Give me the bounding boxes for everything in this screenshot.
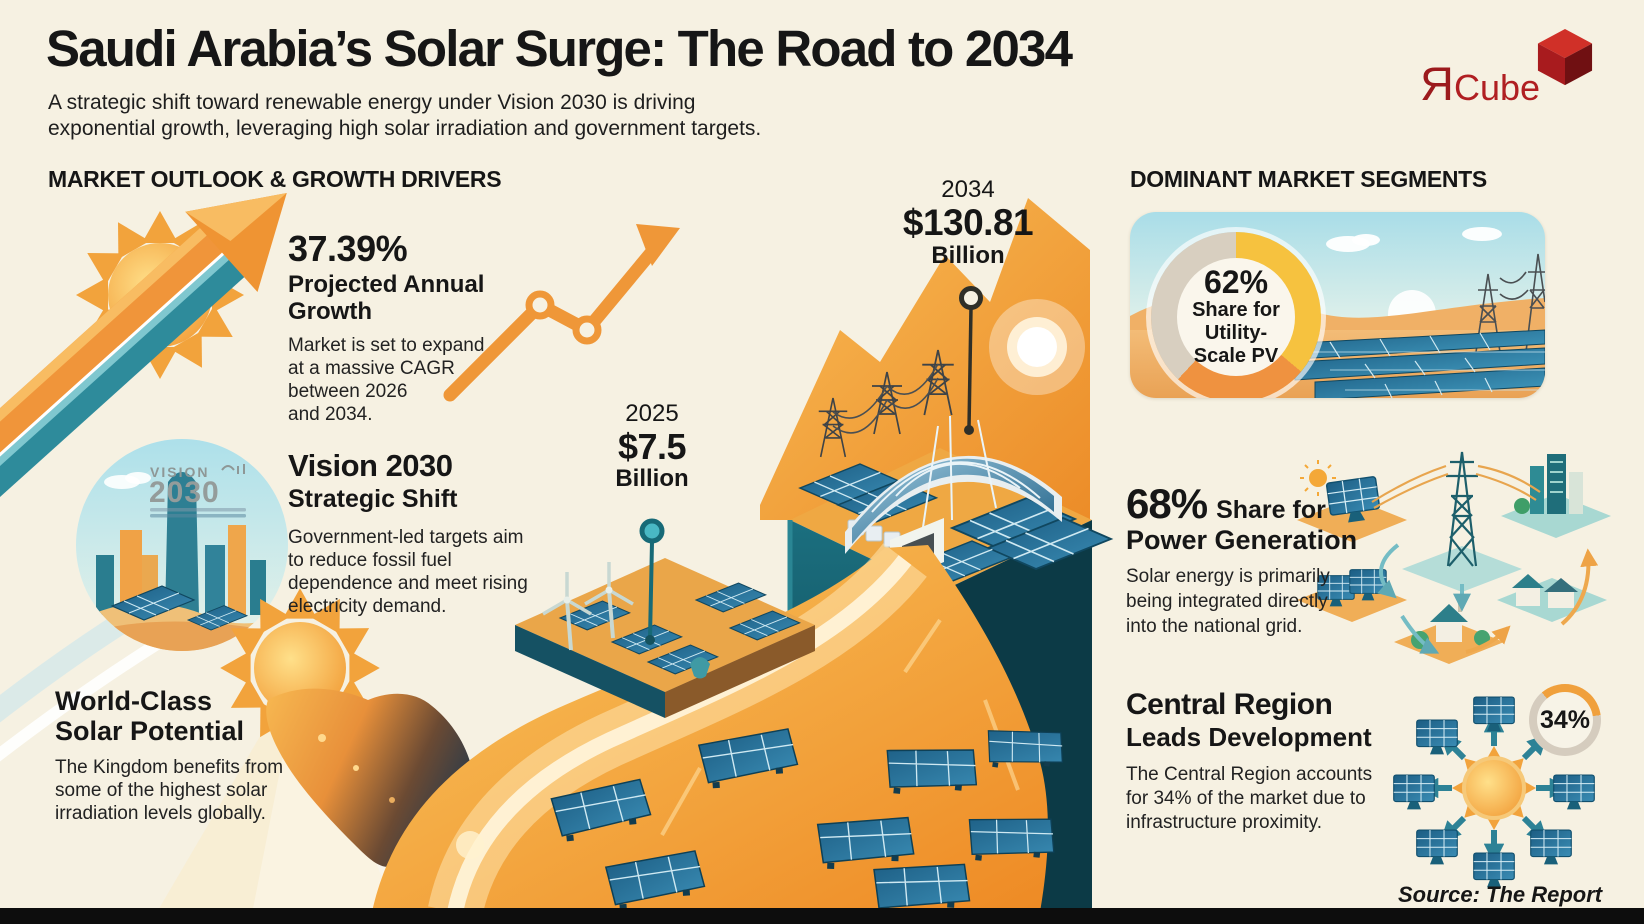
central-region-block: Central Region Leads Development The Cen… <box>1126 688 1406 835</box>
cube-icon <box>1537 29 1593 86</box>
bottom-bar <box>0 908 1644 924</box>
growth-body: Market is set to expand at a massive CAG… <box>288 335 485 425</box>
utility-pv-card: 62% Share for Utility- Scale PV <box>1130 212 1545 398</box>
pin-2025 <box>639 518 665 645</box>
brand-logo: ЯCube <box>1420 56 1540 111</box>
wind-turbines <box>542 562 634 651</box>
timeline-marker-2025: 2025 $7.5 Billion <box>588 400 716 492</box>
vision-2030-badge: VISION 2030 <box>76 439 288 651</box>
timeline-year: 2025 <box>625 400 679 427</box>
central-region-share-stat: 34% <box>1537 692 1593 748</box>
power-generation-title: Power Generation <box>1126 525 1358 555</box>
timeline-unit: Billion <box>615 464 689 492</box>
solar-potential-body: The Kingdom benefits from some of the hi… <box>55 757 284 824</box>
utility-pv-stat: 62% <box>1203 263 1269 300</box>
timeline-year: 2034 <box>941 176 995 203</box>
page-subtitle: A strategic shift toward renewable energ… <box>48 91 762 140</box>
solar-potential-title: World-Class Solar Potential <box>55 686 245 746</box>
solar-potential-block: World-Class Solar Potential The Kingdom … <box>55 686 325 825</box>
power-generation-stat: 68% <box>1126 480 1208 527</box>
central-region-title: Central Region <box>1126 688 1333 721</box>
central-region-body: The Central Region accounts for 34% of t… <box>1126 764 1373 833</box>
utility-pv-label: Share for Utility- Scale PV <box>1192 299 1280 368</box>
pin-2034 <box>959 286 983 435</box>
vision-badge-word: VISION <box>150 464 209 480</box>
vision-title: Vision 2030 <box>288 448 453 483</box>
swoosh-arrow-graphic <box>0 193 287 762</box>
timeline-value: $7.5 <box>617 426 687 467</box>
central-region-subtitle: Leads Development <box>1126 722 1372 752</box>
utility-pv-donut-chart: 62% Share for Utility- Scale PV <box>1151 232 1321 398</box>
timeline-value: $130.81 <box>902 202 1034 243</box>
network-tower <box>1446 451 1478 567</box>
power-generation-body: Solar energy is primarily being integrat… <box>1126 566 1330 637</box>
central-region-share-ring: 34% <box>1529 684 1601 756</box>
power-generation-block: 68% Share for Power Generation Solar ener… <box>1126 480 1396 639</box>
vision-subtitle: Strategic Shift <box>288 485 458 513</box>
brand-logo-mark: Я <box>1420 57 1454 110</box>
trend-line-icon <box>443 224 680 402</box>
timeline-unit: Billion <box>931 241 1005 269</box>
brand-logo-name: Cube <box>1453 67 1541 108</box>
growth-stat-block: 37.39% Projected Annual Growth Market is… <box>288 228 498 426</box>
houses <box>1512 574 1578 608</box>
platform-2025 <box>515 558 815 718</box>
vision-badge-year: 2030 <box>149 476 220 509</box>
transmission-towers <box>1475 253 1545 353</box>
grid-network-graphic <box>1297 451 1611 664</box>
solar-array-rows <box>1225 328 1545 398</box>
growth-road-illustration <box>372 198 1112 920</box>
growth-title: Projected Annual Growth <box>288 271 485 325</box>
transmission-towers <box>817 349 955 458</box>
vision-body: Government-led targets aim to reduce fos… <box>288 527 528 617</box>
growth-stat: 37.39% <box>288 228 408 269</box>
section-heading-market-outlook: MARKET OUTLOOK & GROWTH DRIVERS <box>48 166 502 192</box>
timeline-marker-2034: 2034 $130.81 Billion <box>890 176 1046 269</box>
power-generation-title-rest: Share for <box>1216 496 1326 524</box>
page-title: Saudi Arabia’s Solar Surge: The Road to … <box>46 20 1073 77</box>
section-heading-market-segments: DOMINANT MARKET SEGMENTS <box>1130 166 1487 192</box>
central-region-radial-graphic <box>1393 696 1595 888</box>
glowing-road <box>372 542 1067 920</box>
vision-block: Vision 2030 Strategic Shift Government-l… <box>288 448 538 618</box>
